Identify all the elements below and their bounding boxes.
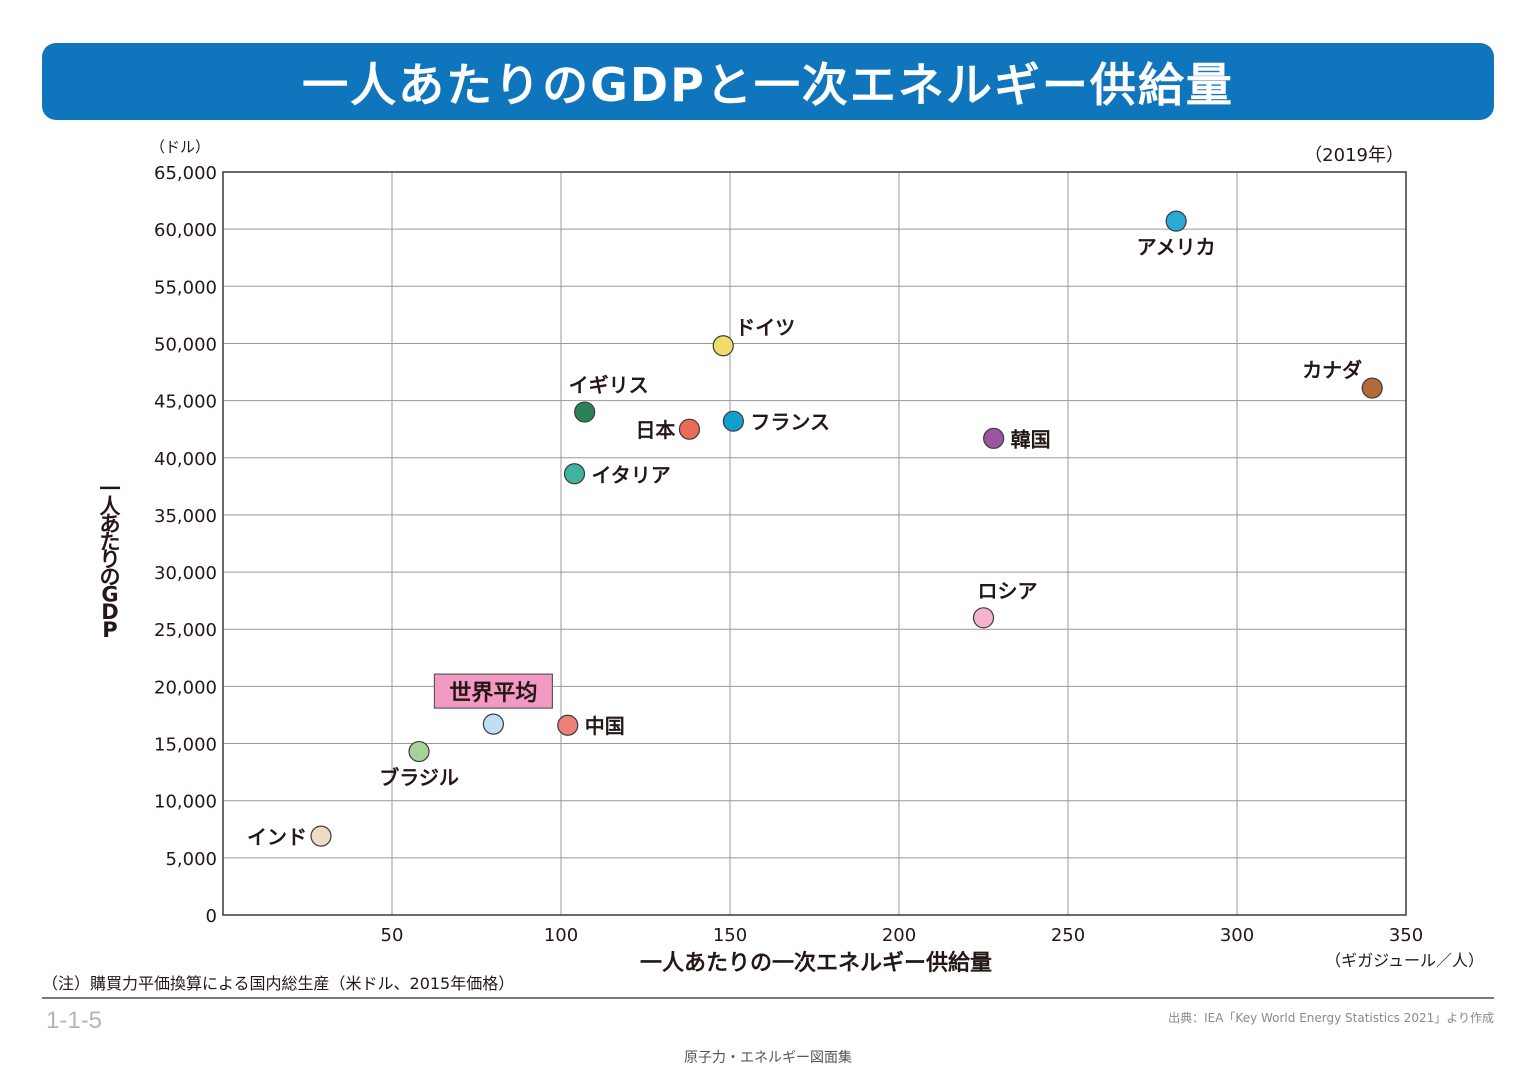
data-point [557, 714, 579, 736]
data-point [722, 410, 744, 432]
y-axis-title-char: り [100, 547, 121, 571]
booklet-title: 原子力・エネルギー図面集 [684, 1050, 852, 1066]
data-point-label: ブラジル [379, 766, 459, 790]
y-tick-label: 65,000 [154, 163, 217, 184]
highlight-label-box [433, 673, 553, 709]
data-point-label: フランス [750, 410, 830, 434]
plot-area [223, 172, 1406, 915]
data-point [408, 740, 430, 763]
footer-divider [42, 997, 1494, 999]
x-tick-label: 100 [544, 925, 578, 946]
y-tick-label: 55,000 [154, 277, 217, 298]
data-point [1165, 210, 1187, 232]
x-tick-label: 50 [381, 925, 404, 946]
y-tick-label: 0 [206, 906, 217, 927]
data-point [310, 825, 332, 847]
data-point-label: カナダ [1302, 358, 1362, 382]
y-tick-label: 30,000 [154, 563, 217, 584]
data-point-label: 日本 [635, 418, 675, 442]
data-point [983, 427, 1005, 449]
title-banner: 一人あたりのGDPと一次エネルギー供給量 [42, 43, 1494, 120]
y-tick-label: 35,000 [154, 506, 217, 527]
y-tick-label: 25,000 [154, 620, 217, 641]
data-point-label: アメリカ [1137, 235, 1216, 259]
y-tick-label: 40,000 [154, 449, 217, 470]
y-axis-title-char: 人 [100, 495, 121, 519]
data-point [482, 713, 504, 735]
x-tick-label: 200 [882, 925, 916, 946]
y-axis-title-char: 一 [100, 477, 121, 501]
y-axis-title-char: G [101, 583, 118, 607]
y-axis-title-char: の [100, 565, 121, 589]
y-tick-label: 5,000 [165, 849, 217, 870]
x-tick-label: 250 [1051, 925, 1085, 946]
y-axis-title-char: た [100, 530, 121, 554]
x-tick-label: 300 [1220, 925, 1254, 946]
y-tick-label: 60,000 [154, 220, 217, 241]
y-tick-label: 15,000 [154, 735, 217, 756]
footnote: （注）購買力平価換算による国内総生産（米ドル、2015年価格） [42, 974, 515, 993]
data-point [678, 418, 701, 440]
x-tick-label: 150 [713, 925, 747, 946]
figure-number: 1-1-5 [46, 1007, 103, 1034]
chart-title: 一人あたりのGDPと一次エネルギー供給量 [302, 57, 1234, 112]
data-point [563, 463, 586, 485]
data-point-label: ドイツ [735, 316, 795, 340]
data-point [712, 335, 734, 357]
y-unit-label: （ドル） [150, 138, 210, 156]
source-credit: 出典：IEA「Key World Energy Statistics 2021」… [1168, 1011, 1494, 1025]
data-point-label: イギリス [569, 373, 649, 397]
data-point-label: 世界平均 [449, 680, 537, 706]
data-point [1361, 377, 1383, 399]
y-tick-label: 20,000 [154, 677, 217, 698]
y-axis-title-char: P [102, 618, 117, 642]
plot-frame [222, 171, 1407, 916]
y-tick-label: 50,000 [154, 334, 217, 355]
data-point-label: イタリア [592, 463, 671, 487]
data-point-label: ロシア [978, 579, 1038, 603]
data-point [972, 607, 995, 629]
y-axis-title-char: あ [100, 512, 121, 536]
data-point-label: インド [247, 825, 307, 849]
x-tick-label: 350 [1389, 925, 1423, 946]
x-axis-title: 一人あたりの一次エネルギー供給量 [640, 950, 992, 976]
data-point [574, 401, 596, 423]
y-axis-title-char: D [101, 600, 118, 624]
x-unit-label: （ギガジュール／人） [1325, 951, 1484, 970]
year-label: （2019年） [1304, 145, 1404, 166]
data-point-label: 中国 [585, 714, 625, 738]
y-tick-label: 10,000 [154, 792, 217, 813]
data-point-label: 韓国 [1011, 427, 1051, 451]
y-tick-label: 45,000 [154, 392, 217, 413]
